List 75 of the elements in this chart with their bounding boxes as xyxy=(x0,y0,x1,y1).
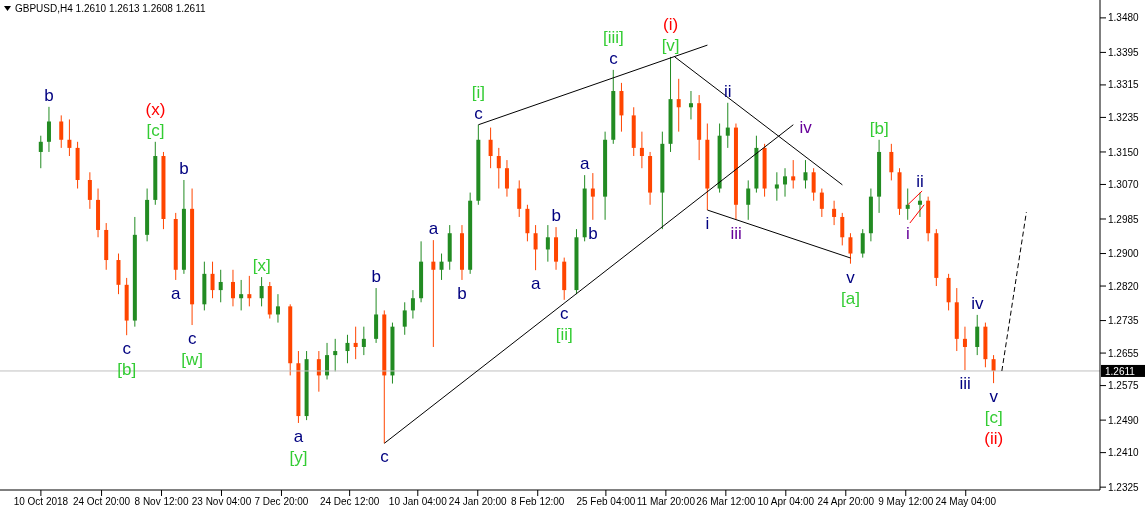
y-tick-label: 1.2325 xyxy=(1108,481,1140,493)
annotation: i xyxy=(905,223,910,243)
annotation: a xyxy=(530,274,541,294)
x-tick-label: 8 Nov 12:00 xyxy=(134,496,189,508)
x-tick-label: 24 Jan 20:00 xyxy=(448,496,508,508)
annotation: b xyxy=(588,223,598,243)
y-tick-label: 1.2735 xyxy=(1108,315,1140,327)
y-tick-label: 1.2820 xyxy=(1108,280,1140,292)
annotation: b xyxy=(371,267,381,287)
x-tick-label: 24 Apr 20:00 xyxy=(817,496,875,508)
x-tick-label: 10 Oct 2018 xyxy=(13,496,69,508)
annotation: [y] xyxy=(289,447,308,467)
y-tick-label: 1.3395 xyxy=(1108,46,1140,58)
annotation: [v] xyxy=(661,35,680,55)
annotation: b xyxy=(44,85,54,105)
annotation: i xyxy=(705,214,710,234)
x-tick-label: 10 Apr 04:00 xyxy=(757,496,815,508)
x-tick-label: 24 May 04:00 xyxy=(935,496,997,508)
y-tick-label: 1.2985 xyxy=(1108,213,1140,225)
annotation: [iii] xyxy=(602,27,624,47)
annotation: (x) xyxy=(145,99,166,119)
y-tick-label: 1.3070 xyxy=(1108,179,1140,191)
x-tick-label: 26 Mar 12:00 xyxy=(696,496,756,508)
annotation: [a] xyxy=(841,288,861,308)
annotation: iii xyxy=(959,374,971,394)
x-tick-label: 25 Feb 04:00 xyxy=(576,496,636,508)
annotation: [ii] xyxy=(555,324,573,344)
x-tick-label: 8 Feb 12:00 xyxy=(511,496,565,508)
x-tick-label: 11 Mar 20:00 xyxy=(636,496,696,508)
x-tick-label: 23 Nov 04:00 xyxy=(191,496,252,508)
annotation: [w] xyxy=(181,350,204,370)
annotation: c xyxy=(474,103,484,123)
annotation: c xyxy=(187,329,197,349)
x-tick-label: 7 Dec 20:00 xyxy=(254,496,309,508)
y-tick-label: 1.3235 xyxy=(1108,111,1140,123)
annotation: [x] xyxy=(252,256,271,276)
x-tick-label: 9 May 12:00 xyxy=(878,496,934,508)
annotation: [c] xyxy=(146,120,165,140)
annotation: c xyxy=(609,48,619,68)
ref-line-label: 1.2611 xyxy=(1105,365,1136,377)
annotation: iv xyxy=(971,293,984,313)
annotation: ii xyxy=(724,81,732,101)
annotation: ii xyxy=(916,171,924,191)
annotation: v xyxy=(846,267,856,287)
annotation: c xyxy=(122,339,132,359)
annotation: a xyxy=(171,283,182,303)
x-tick-label: 10 Jan 04:00 xyxy=(388,496,448,508)
y-tick-label: 1.2490 xyxy=(1108,414,1140,426)
x-tick-label: 24 Dec 12:00 xyxy=(319,496,380,508)
annotation: b xyxy=(179,158,189,178)
annotation: a xyxy=(293,426,304,446)
annotation: [b] xyxy=(869,118,889,138)
annotation: a xyxy=(580,154,591,174)
y-tick-label: 1.2655 xyxy=(1108,347,1140,359)
annotation: c xyxy=(560,303,570,323)
annotation: c xyxy=(380,447,390,467)
annotation: iv xyxy=(799,118,813,138)
annotation: [i] xyxy=(471,82,486,102)
chart-title: GBPUSD,H4 1.2610 1.2613 1.2608 1.2611 xyxy=(15,3,206,14)
y-tick-label: 1.2900 xyxy=(1108,248,1140,260)
annotation: (i) xyxy=(663,14,679,34)
annotation: b xyxy=(457,283,467,303)
annotation: [b] xyxy=(117,360,137,380)
y-tick-label: 1.3480 xyxy=(1108,12,1140,24)
annotation: v xyxy=(989,387,999,407)
y-tick-label: 1.3315 xyxy=(1108,79,1140,91)
y-tick-label: 1.2410 xyxy=(1108,447,1140,459)
annotation: a xyxy=(428,219,439,239)
annotation: iii xyxy=(730,223,742,243)
y-tick-label: 1.3150 xyxy=(1108,146,1140,158)
x-tick-label: 24 Oct 20:00 xyxy=(72,496,131,508)
annotation: b xyxy=(551,206,561,226)
y-tick-label: 1.2575 xyxy=(1108,380,1140,392)
annotation: (ii) xyxy=(984,429,1004,449)
annotation: [c] xyxy=(984,408,1003,428)
